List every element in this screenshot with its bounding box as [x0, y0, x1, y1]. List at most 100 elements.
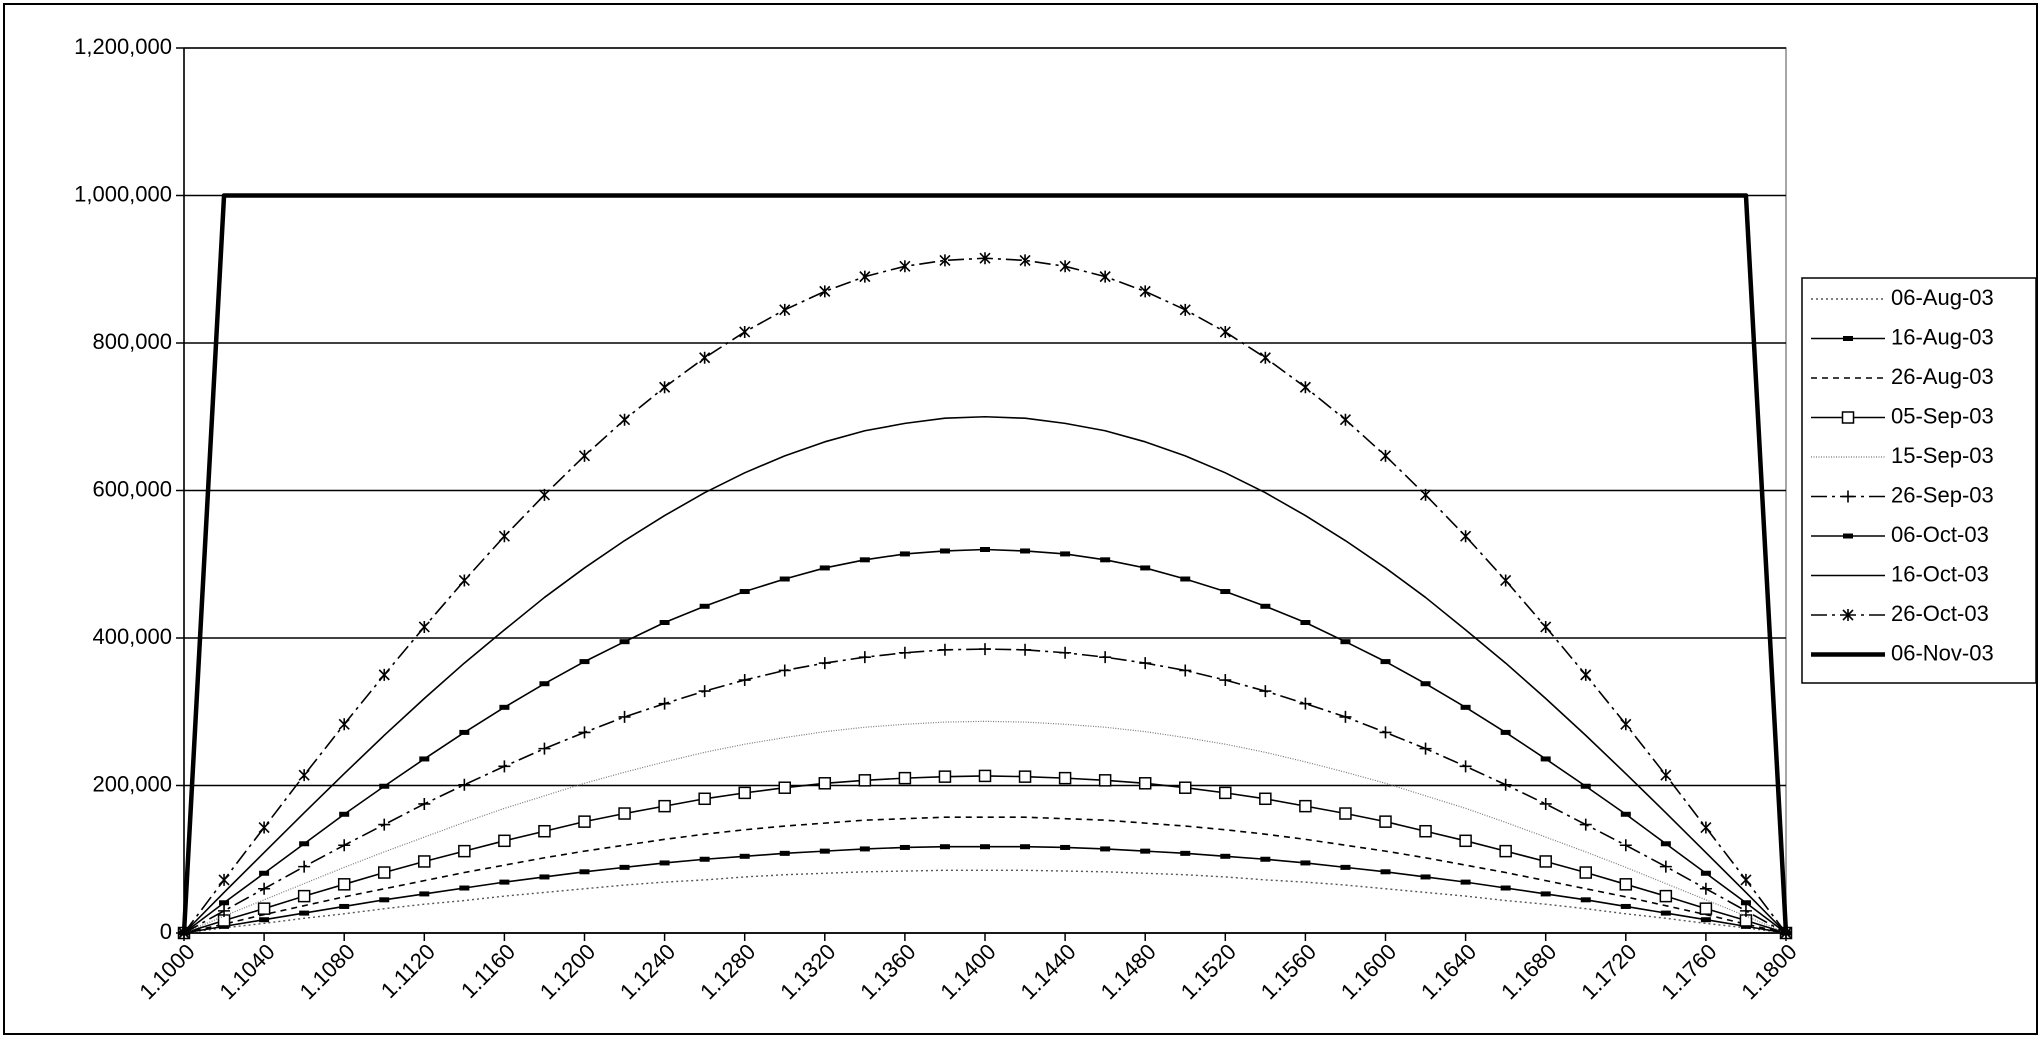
marker — [699, 603, 710, 609]
marker — [1420, 681, 1431, 687]
marker — [739, 853, 750, 859]
marker — [1540, 891, 1551, 897]
series-line — [183, 648, 1787, 934]
marker — [898, 771, 912, 785]
marker — [578, 815, 591, 828]
marker — [419, 891, 430, 897]
marker — [1138, 777, 1152, 790]
legend-label: 26-Aug-03 — [1891, 364, 1994, 389]
series-line — [181, 193, 1789, 934]
marker — [1619, 878, 1633, 891]
marker — [538, 488, 551, 501]
marker — [1339, 807, 1352, 820]
marker — [658, 799, 671, 813]
marker — [1180, 850, 1191, 856]
marker — [899, 260, 911, 273]
marker — [739, 325, 751, 338]
marker — [458, 574, 470, 587]
marker — [578, 726, 591, 739]
marker — [619, 639, 630, 645]
legend-label: 26-Oct-03 — [1891, 601, 1989, 626]
marker — [299, 910, 310, 916]
marker — [1060, 551, 1071, 557]
marker — [1140, 848, 1151, 854]
marker — [1179, 781, 1192, 794]
marker — [1460, 704, 1471, 710]
marker — [1659, 889, 1673, 903]
chart-border — [3, 3, 2038, 1035]
marker — [739, 589, 750, 595]
marker — [1459, 834, 1472, 848]
marker — [378, 818, 391, 831]
marker — [778, 781, 791, 794]
marker — [458, 778, 471, 791]
marker — [619, 864, 630, 870]
marker — [1259, 351, 1271, 364]
marker — [297, 889, 311, 903]
marker — [579, 659, 590, 665]
marker — [538, 742, 551, 755]
marker — [1420, 874, 1431, 880]
marker — [738, 786, 751, 800]
marker — [1059, 260, 1071, 273]
marker — [1540, 756, 1551, 762]
marker — [1659, 860, 1672, 873]
marker — [258, 882, 271, 895]
legend-label: 06-Nov-03 — [1891, 640, 1994, 665]
marker — [579, 869, 590, 875]
marker — [1179, 303, 1191, 316]
marker — [379, 897, 390, 903]
y-tick-label: 400,000 — [92, 624, 172, 649]
marker — [1700, 821, 1712, 834]
y-tick-label: 1,000,000 — [74, 181, 172, 206]
marker — [1419, 824, 1432, 838]
marker — [1340, 639, 1351, 645]
marker — [1219, 325, 1231, 338]
marker — [578, 449, 591, 462]
marker — [779, 850, 790, 856]
marker — [1299, 799, 1312, 813]
marker — [337, 878, 351, 891]
y-tick-label: 600,000 — [92, 476, 172, 501]
marker — [618, 710, 631, 723]
marker — [1620, 811, 1631, 817]
y-tick-label: 0 — [160, 919, 172, 944]
marker — [858, 774, 872, 787]
marker — [1660, 910, 1671, 916]
marker — [699, 351, 711, 364]
marker — [1299, 381, 1311, 394]
marker — [819, 848, 830, 854]
marker — [859, 557, 870, 563]
marker — [1100, 557, 1111, 563]
marker — [1339, 710, 1352, 723]
marker — [218, 904, 231, 917]
marker — [1219, 674, 1232, 687]
marker — [1499, 844, 1512, 858]
marker — [498, 834, 511, 848]
marker — [819, 565, 830, 571]
marker — [779, 576, 790, 582]
marker — [738, 674, 751, 687]
marker — [1099, 651, 1112, 664]
marker — [1842, 490, 1854, 503]
marker — [1098, 774, 1112, 787]
marker — [979, 252, 991, 265]
marker — [778, 664, 791, 677]
marker — [779, 303, 791, 316]
marker — [1843, 336, 1853, 341]
marker — [1300, 620, 1311, 626]
marker — [899, 844, 910, 850]
marker — [1019, 643, 1032, 656]
marker — [899, 551, 910, 557]
marker — [1018, 770, 1032, 783]
marker — [1841, 411, 1855, 424]
marker — [1539, 797, 1552, 810]
marker — [1300, 860, 1311, 866]
marker — [859, 846, 870, 852]
marker — [218, 873, 230, 886]
marker — [1539, 855, 1552, 868]
marker — [299, 841, 310, 847]
marker — [618, 413, 631, 426]
marker — [1740, 900, 1751, 906]
